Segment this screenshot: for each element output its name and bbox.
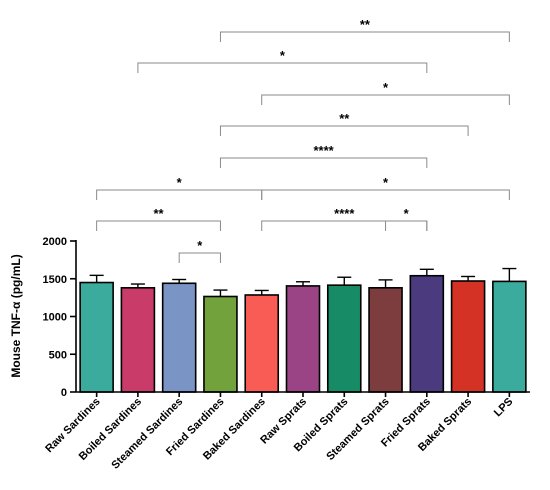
significance-label: **** (334, 206, 355, 221)
y-axis: 0 500 1000 1500 2000 (43, 236, 77, 399)
y-tick-label: 0 (61, 387, 67, 399)
significance-bracket (137, 62, 428, 73)
significance-label: ** (153, 206, 164, 221)
bar (409, 274, 445, 393)
bar (203, 295, 238, 393)
significance-bracket (96, 220, 221, 231)
significance-bracket (178, 252, 221, 263)
significance-bracket (385, 220, 428, 231)
bar (161, 282, 197, 393)
y-tick-label: 2000 (43, 236, 67, 248)
significance-label: * (280, 48, 286, 63)
significance-label: * (404, 206, 410, 221)
significance-label: * (383, 80, 389, 95)
y-axis-label: Mouse TNF-α (pg/mL) (9, 254, 23, 377)
significance-bracket (261, 189, 510, 200)
significance-label: ** (339, 111, 350, 126)
significance-label: **** (314, 143, 335, 158)
x-tick-label: LPS (492, 396, 516, 420)
significance-label: * (383, 175, 389, 190)
bar (326, 284, 362, 393)
bar (120, 287, 156, 393)
significance-label: * (177, 175, 183, 190)
bar (492, 280, 527, 393)
significance-bracket (96, 189, 263, 200)
significance-label: ** (360, 17, 371, 32)
y-tick-label: 1000 (43, 312, 67, 324)
significance-bracket (261, 94, 510, 105)
significance-bracket (261, 220, 428, 231)
significance-brackets: **** ***** *********** (96, 17, 510, 263)
y-tick-label: 1500 (43, 274, 67, 286)
significance-bracket (219, 31, 510, 42)
bar (244, 294, 280, 393)
significance-label: * (197, 238, 203, 253)
y-tick-label: 500 (49, 349, 67, 361)
bar (450, 280, 486, 393)
bar (79, 281, 114, 393)
bar (368, 287, 403, 393)
x-tick-label: Steamed Sardines (109, 396, 185, 472)
bar (285, 285, 321, 393)
significance-bracket (219, 157, 428, 168)
significance-bracket (219, 125, 469, 136)
bars (79, 267, 527, 393)
